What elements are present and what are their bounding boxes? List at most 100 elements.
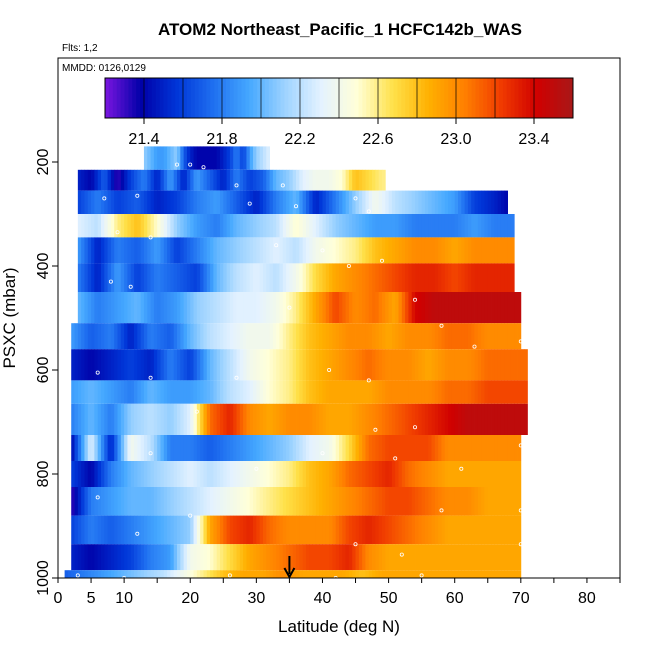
band-stripe (329, 435, 333, 461)
band-stripe (200, 323, 204, 350)
band-stripe (272, 435, 277, 461)
band-stripe (296, 403, 300, 435)
band-stripe (229, 570, 234, 578)
band-stripe (134, 349, 138, 381)
band-stripe (100, 169, 105, 191)
band-stripe (458, 292, 462, 324)
band-stripe (428, 461, 432, 487)
band-stripe (418, 237, 423, 264)
data-bands (64, 146, 528, 578)
band-stripe (71, 461, 75, 487)
colorbar-cell (225, 78, 231, 118)
band-stripe (140, 544, 145, 571)
band-stripe (233, 487, 237, 516)
band-stripe (378, 214, 383, 238)
band-stripe (352, 380, 356, 404)
band-stripe (229, 435, 234, 461)
band-stripe (401, 403, 406, 435)
band-stripe (487, 237, 492, 264)
band-stripe (84, 515, 89, 545)
band-stripe (378, 292, 383, 324)
band-stripe (203, 263, 208, 292)
band-stripe (170, 380, 175, 404)
band-stripe (269, 263, 274, 292)
band-stripe (223, 349, 227, 381)
band-stripe (77, 292, 82, 324)
band-stripe (259, 169, 264, 191)
band-stripe (375, 169, 380, 191)
band-stripe (325, 570, 330, 578)
band-stripe (180, 323, 185, 350)
band-stripe (405, 292, 409, 324)
colorbar-cell (479, 78, 484, 118)
band-stripe (279, 487, 284, 516)
band-stripe (345, 237, 350, 264)
band-stripe (401, 190, 406, 214)
band-stripe (471, 349, 475, 381)
band-stripe (213, 461, 218, 487)
band-stripe (100, 214, 105, 238)
band-stripe (352, 169, 356, 191)
band-stripe (206, 190, 211, 214)
band-stripe (421, 349, 426, 381)
band-stripe (411, 214, 416, 238)
colorbar-cell (506, 78, 511, 118)
band-stripe (130, 190, 135, 214)
band-stripe (276, 487, 280, 516)
colorbar-cell (459, 78, 465, 118)
band-stripe (223, 570, 227, 578)
band-stripe (120, 214, 125, 238)
band-stripe (411, 263, 416, 292)
band-stripe (246, 544, 251, 571)
band-stripe (183, 515, 188, 545)
band-stripe (97, 515, 102, 545)
band-stripe (253, 323, 257, 350)
colorbar-tick-label: 21.4 (128, 131, 159, 148)
band-stripe (481, 190, 485, 214)
band-stripe (305, 292, 310, 324)
band-stripe (253, 515, 257, 545)
band-stripe (74, 435, 79, 461)
colorbar-cell (132, 78, 137, 118)
band-stripe (481, 435, 485, 461)
band-stripe (461, 214, 466, 238)
band-stripe (77, 461, 82, 487)
band-stripe (464, 237, 469, 264)
band-stripe (500, 515, 505, 545)
band-stripe (365, 190, 370, 214)
band-stripe (94, 237, 99, 264)
band-stripe (481, 237, 485, 264)
band-stripe (398, 403, 403, 435)
band-stripe (279, 380, 284, 404)
data-band-4 (77, 237, 515, 264)
band-stripe (117, 214, 122, 238)
band-stripe (309, 263, 313, 292)
band-stripe (418, 349, 423, 381)
band-stripe (170, 263, 175, 292)
band-stripe (411, 323, 416, 350)
band-stripe (312, 169, 317, 191)
band-stripe (474, 403, 479, 435)
band-stripe (117, 349, 122, 381)
band-stripe (352, 214, 356, 238)
band-stripe (358, 292, 363, 324)
colorbar-cell (323, 78, 328, 118)
band-stripe (153, 403, 158, 435)
sample-point (439, 323, 444, 328)
band-stripe (210, 292, 214, 324)
band-stripe (120, 169, 125, 191)
band-stripe (81, 487, 85, 516)
band-stripe (196, 263, 201, 292)
band-stripe (180, 435, 185, 461)
band-stripe (302, 214, 307, 238)
band-stripe (167, 169, 171, 191)
band-stripe (362, 544, 366, 571)
band-stripe (236, 487, 241, 516)
band-stripe (458, 570, 462, 578)
band-stripe (120, 487, 125, 516)
band-stripe (143, 169, 148, 191)
band-stripe (203, 214, 208, 238)
band-stripe (196, 190, 201, 214)
band-stripe (289, 461, 294, 487)
band-stripe (266, 544, 270, 571)
